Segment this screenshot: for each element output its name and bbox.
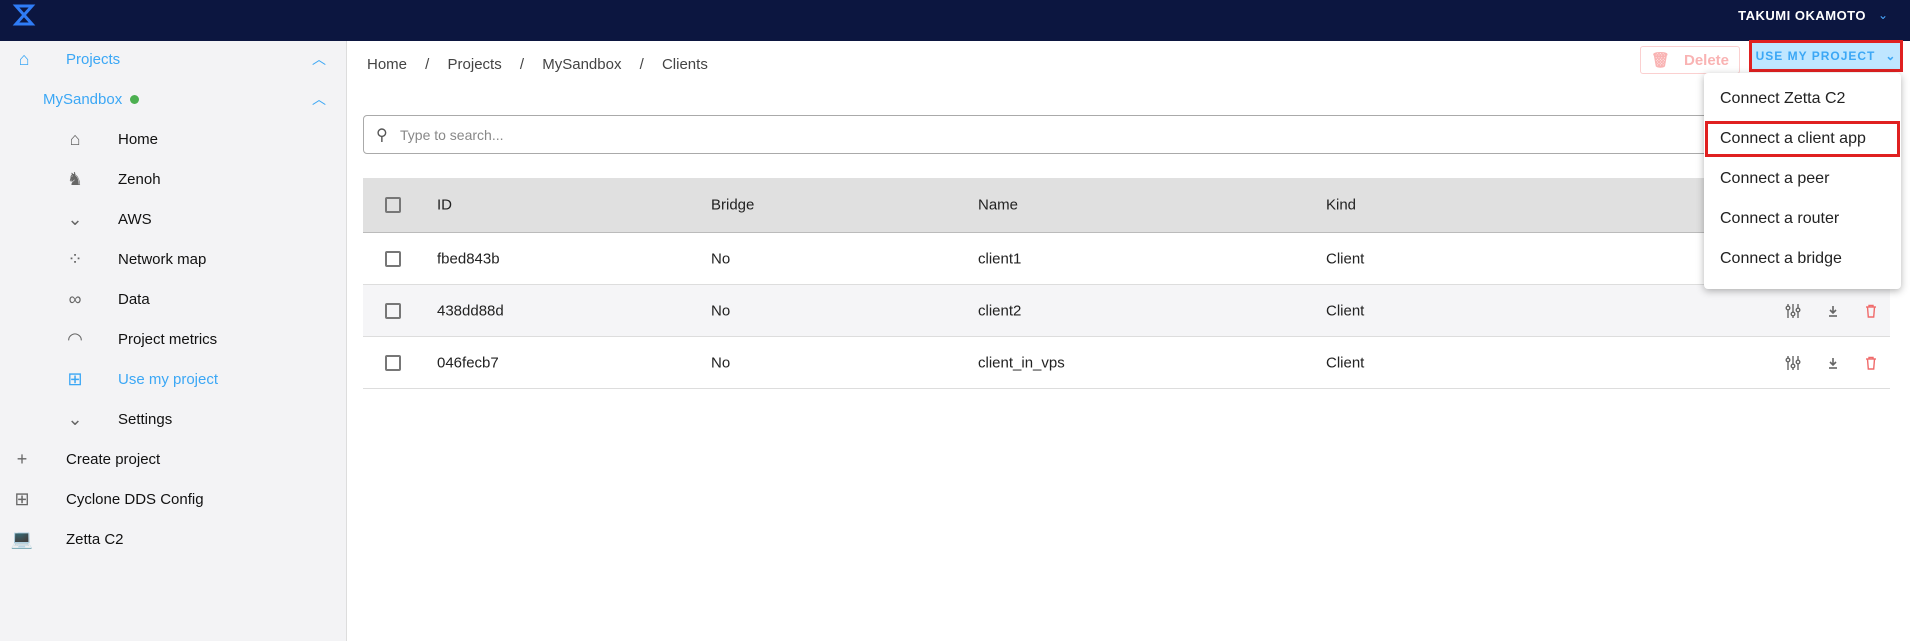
breadcrumb-projects[interactable]: Projects /: [447, 56, 525, 73]
sidebar-item-project-metrics[interactable]: ◠ Project metrics: [0, 324, 347, 354]
sidebar-item-mysandbox[interactable]: MySandbox ︿: [0, 84, 347, 114]
sidebar-item-label: Cyclone DDS Config: [66, 490, 204, 508]
sidebar: ⌂ Projects ︿ MySandbox ︿ ⌂ Home ♞ Zenoh ⌄ AWS…: [0, 41, 347, 641]
breadcrumb: Home / Projects / MySandbox / Clients: [367, 56, 722, 73]
breadcrumb-project[interactable]: MySandbox /: [542, 56, 644, 73]
sidebar-item-create-project[interactable]: + Create project: [0, 444, 347, 474]
chevron-down-icon: ⌄: [67, 408, 83, 429]
search-input[interactable]: ⚲ Type to search...: [363, 115, 1890, 154]
menu-item[interactable]: Connect Zetta C2: [1720, 90, 1846, 107]
project-name: MySandbox: [43, 91, 140, 108]
gauge-icon: ◠: [67, 328, 83, 349]
row-checkbox[interactable]: [385, 302, 401, 319]
row-checkbox[interactable]: [385, 250, 401, 267]
sidebar-item-label: Network map: [118, 250, 207, 268]
trash-icon[interactable]: [1863, 303, 1879, 319]
menu-item[interactable]: Connect a router: [1720, 210, 1840, 227]
row-checkbox[interactable]: [385, 354, 401, 371]
cell: 046fecb7: [437, 354, 499, 371]
table-row[interactable]: 046fecb7 No client_in_vps Client: [363, 337, 1890, 389]
status-dot: [130, 94, 140, 104]
home-icon: ⌂: [18, 48, 30, 69]
sidebar-item-label: Project metrics: [118, 330, 218, 348]
sidebar-item-label: Projects: [66, 50, 121, 68]
select-all-checkbox[interactable]: [385, 197, 401, 213]
logo[interactable]: [12, 4, 36, 26]
data-icon: ∞: [68, 288, 82, 309]
zenoh-dragon-icon: ♞: [66, 168, 84, 189]
download-icon[interactable]: [1825, 355, 1841, 371]
sidebar-item-home[interactable]: ⌂ Home: [0, 124, 347, 154]
use-my-project-button[interactable]: USE MY PROJECT ⌄: [1749, 40, 1903, 72]
table-row[interactable]: fbed843b No client1 Client: [363, 233, 1890, 285]
sidebar-item-label: Home: [118, 130, 159, 148]
plus-icon: +: [16, 448, 28, 469]
trash-icon: 🗑: [1650, 52, 1670, 69]
add-box-icon: ⊞: [14, 488, 30, 509]
sidebar-item-label: Zenoh: [118, 170, 161, 188]
home-icon: ⌂: [69, 128, 81, 149]
menu-item[interactable]: Connect a bridge: [1720, 250, 1842, 267]
sidebar-item-aws[interactable]: ⌄ AWS: [0, 204, 347, 234]
sidebar-item-label: AWS: [118, 210, 152, 228]
chevron-down-icon[interactable]: ⌄: [1877, 8, 1888, 22]
header-id[interactable]: ID: [437, 196, 452, 214]
sidebar-item-zenoh[interactable]: ♞ Zenoh: [0, 164, 347, 194]
search-icon: ⚲: [376, 127, 388, 144]
sidebar-item-label: Settings: [118, 410, 173, 428]
sidebar-item-label: Data: [118, 290, 150, 308]
sidebar-item-settings[interactable]: ⌄ Settings: [0, 404, 347, 434]
sidebar-item-label: Zetta C2: [66, 530, 124, 548]
cell: client1: [978, 250, 1022, 267]
cell: Client: [1326, 302, 1365, 319]
chevron-up-icon[interactable]: ︿: [312, 51, 326, 67]
trash-icon[interactable]: [1863, 355, 1879, 371]
breadcrumb-home[interactable]: Home /: [367, 56, 430, 73]
settings-sliders-icon[interactable]: [1785, 303, 1801, 319]
cell: Client: [1326, 354, 1365, 371]
cell: No: [711, 250, 731, 267]
header-bridge[interactable]: Bridge: [711, 196, 755, 214]
breadcrumb-current: Clients: [661, 56, 708, 73]
add-box-icon: ⊞: [67, 368, 83, 389]
cell: client2: [978, 302, 1022, 319]
menu-item[interactable]: Connect a client app: [1705, 121, 1900, 157]
sidebar-item-data[interactable]: ∞ Data: [0, 284, 347, 314]
header-kind[interactable]: Kind: [1326, 196, 1357, 214]
user-menu[interactable]: TAKUMI OKAMOTO: [1738, 8, 1866, 23]
cell: Client: [1326, 250, 1365, 267]
cell: No: [711, 302, 731, 319]
delete-button[interactable]: 🗑 Delete: [1640, 46, 1740, 74]
sidebar-item-cyclone-dds-config[interactable]: ⊞ Cyclone DDS Config: [0, 484, 347, 514]
use-my-project-menu: Connect Zetta C2 Connect a client app Conn…: [1704, 73, 1901, 289]
sidebar-item-projects[interactable]: ⌂ Projects ︿: [0, 44, 347, 74]
download-icon[interactable]: [1825, 303, 1841, 319]
laptop-icon: 💻: [10, 528, 34, 549]
sidebar-item-use-my-project[interactable]: ⊞ Use my project: [0, 364, 347, 394]
sidebar-item-network-map[interactable]: ⁘ Network map: [0, 244, 347, 274]
top-bar: TAKUMI OKAMOTO ⌄: [0, 0, 1910, 41]
chevron-up-icon[interactable]: ︿: [312, 91, 326, 107]
table-row[interactable]: 438dd88d No client2 Client: [363, 285, 1890, 337]
table-header: ID Bridge Name Kind: [363, 178, 1890, 233]
clients-table: ID Bridge Name Kind fbed843b No client1 Cli…: [363, 178, 1890, 389]
sidebar-item-label: Create project: [66, 450, 161, 468]
settings-sliders-icon[interactable]: [1785, 355, 1801, 371]
sidebar-item-label: Use my project: [118, 370, 219, 388]
chevron-down-icon: ⌄: [1885, 49, 1897, 63]
cell: 438dd88d: [437, 302, 504, 319]
cell: client_in_vps: [978, 354, 1065, 371]
menu-item[interactable]: Connect a peer: [1720, 170, 1830, 187]
sidebar-item-zetta-c2[interactable]: 💻 Zetta C2: [0, 524, 347, 554]
header-name[interactable]: Name: [978, 196, 1019, 214]
chevron-down-icon: ⌄: [67, 208, 83, 229]
cell: fbed843b: [437, 250, 500, 267]
cell: No: [711, 354, 731, 371]
network-icon: ⁘: [67, 248, 83, 269]
